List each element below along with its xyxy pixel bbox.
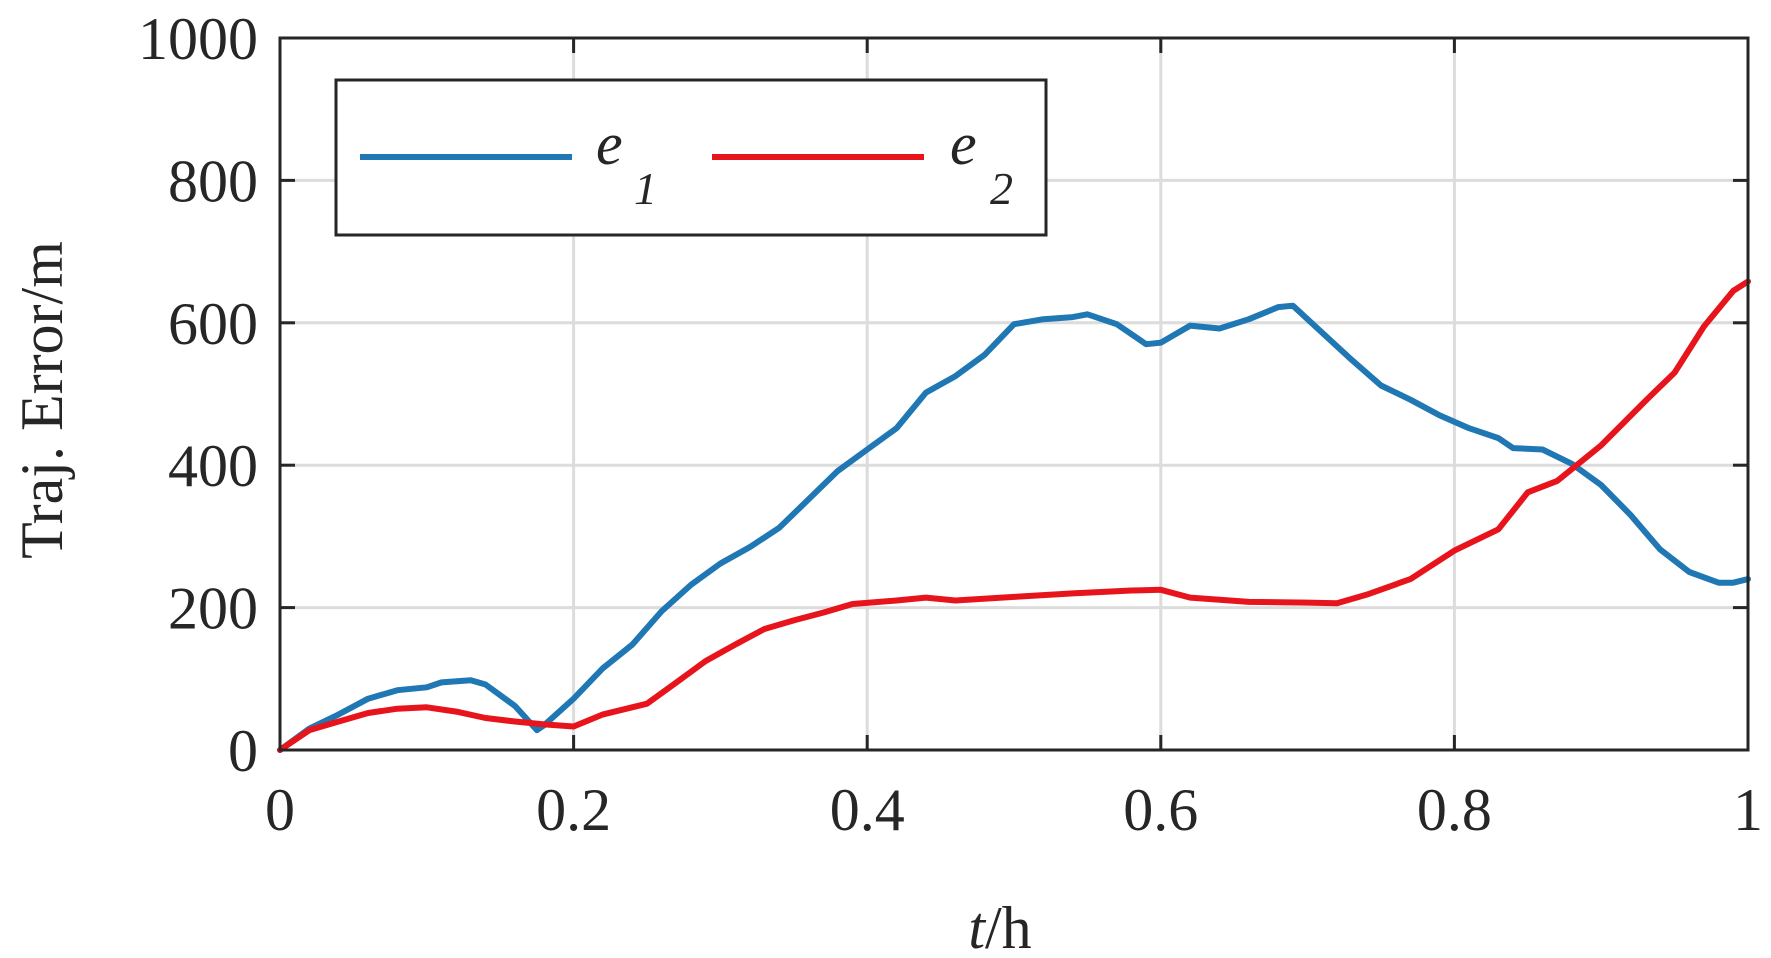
y-tick-label: 600 bbox=[168, 291, 258, 357]
x-tick-label: 0 bbox=[265, 777, 295, 843]
legend-subscript-e1: 1 bbox=[634, 163, 657, 214]
series-line-e1 bbox=[277, 302, 1751, 753]
legend-subscript-e2: 2 bbox=[990, 163, 1013, 214]
tick-labels: 0 0.2 0.4 0.6 0.8 1 0 200 400 600 800 1000 bbox=[138, 6, 1763, 843]
series-line-e2 bbox=[277, 278, 1751, 753]
y-tick-label: 0 bbox=[228, 718, 258, 784]
series-layer bbox=[277, 278, 1751, 753]
y-tick-label: 1000 bbox=[138, 6, 258, 72]
y-tick-label: 800 bbox=[168, 148, 258, 214]
x-tick-label: 0.2 bbox=[536, 777, 611, 843]
legend-label-e1: e bbox=[596, 111, 623, 177]
x-axis-label: t/h bbox=[968, 895, 1031, 958]
legend: e 1 e 2 bbox=[334, 78, 1048, 237]
x-tick-label: 0.8 bbox=[1417, 777, 1492, 843]
legend-label-e2: e bbox=[950, 111, 977, 177]
y-tick-label: 400 bbox=[168, 433, 258, 499]
y-tick-label: 200 bbox=[168, 576, 258, 642]
x-tick-label: 0.4 bbox=[830, 777, 905, 843]
y-axis-label: Traj. Error/m bbox=[9, 241, 75, 559]
x-tick-label: 1 bbox=[1733, 777, 1763, 843]
plot-area-frame bbox=[278, 36, 1750, 752]
x-tick-label: 0.6 bbox=[1123, 777, 1198, 843]
